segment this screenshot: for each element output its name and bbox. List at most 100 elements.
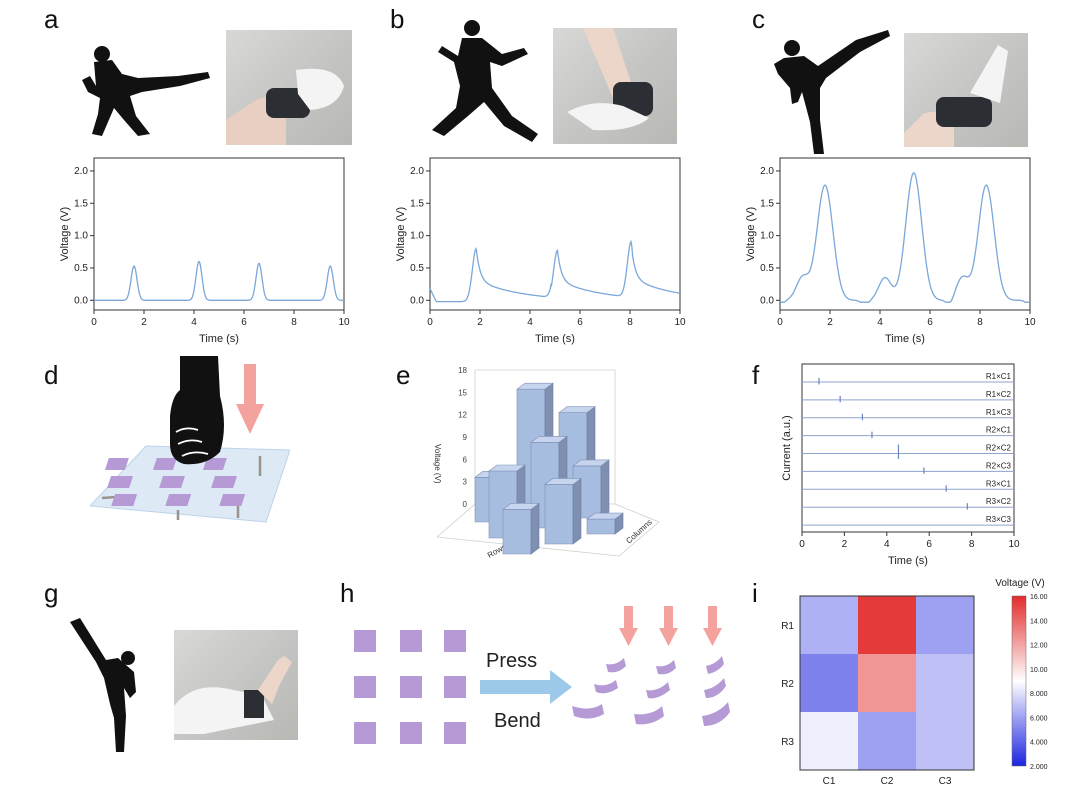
colorbar-tick-label: 2.000 bbox=[1030, 764, 1048, 771]
y-tick-label: 0.5 bbox=[760, 263, 774, 274]
x-tick-label: 8 bbox=[977, 317, 983, 328]
voltage-chart-a: 0 2 4 6 8 10 0.0 0.5 1.0 1.5 2.0 Time (s) Voltage (V… bbox=[59, 157, 350, 345]
plot-frame bbox=[93, 157, 345, 311]
x-tick-label: 4 bbox=[877, 317, 883, 328]
press-arrows bbox=[619, 606, 722, 646]
e-z-tick-label: 3 bbox=[463, 478, 468, 487]
x-tick-label: 4 bbox=[527, 317, 533, 328]
row-label: R1 bbox=[781, 621, 794, 632]
channel-label: R2×C2 bbox=[986, 444, 1012, 453]
panel-label-b: b bbox=[390, 4, 405, 34]
ankle-sensor-photo bbox=[226, 30, 352, 145]
x-tick-label: 6 bbox=[241, 317, 247, 328]
press-bend-illustration bbox=[354, 606, 730, 744]
x-tick-label: 0 bbox=[799, 539, 805, 550]
voltage-heatmap: R1 R2 R3 C1 C2 C3 Voltage (V) 16.00 14.00 12.00 10… bbox=[781, 578, 1048, 787]
heatmap-cell-R1-C1 bbox=[800, 596, 858, 654]
x-tick-label: 10 bbox=[1008, 539, 1020, 550]
bar-top bbox=[530, 436, 568, 443]
colorbar-tick-label: 4.000 bbox=[1030, 740, 1048, 747]
side-kick-silhouette bbox=[82, 46, 210, 136]
channel-label: R3×C1 bbox=[986, 479, 1012, 488]
y-tick-label: 0.0 bbox=[74, 295, 88, 306]
x-tick-label: 2 bbox=[842, 539, 848, 550]
e-z-tick-label: 15 bbox=[458, 388, 467, 397]
e-ylabel: Columns bbox=[624, 518, 653, 546]
column-label: C2 bbox=[881, 776, 894, 787]
y-tick-label: 1.0 bbox=[74, 231, 88, 242]
channel-label: R1×C3 bbox=[986, 408, 1012, 417]
plot-frame bbox=[801, 363, 1015, 533]
channel-label: R1×C2 bbox=[986, 390, 1012, 399]
panel-label-h: h bbox=[340, 578, 355, 608]
heatmap-cell-R3-C3 bbox=[916, 712, 974, 770]
vertical-kick-silhouette bbox=[70, 618, 136, 752]
colorbar-tick-label: 6.000 bbox=[1030, 715, 1048, 722]
bar-front bbox=[586, 518, 616, 535]
voltage-chart-c: 0 2 4 6 8 10 0.0 0.5 1.0 1.5 2.0 Time (s) Voltage (V… bbox=[745, 157, 1036, 345]
channel-label: R3×C3 bbox=[986, 515, 1012, 524]
arm-sleeve-photo bbox=[174, 630, 298, 740]
x-tick-label: 10 bbox=[674, 317, 686, 328]
heatmap-cell-R3-C2 bbox=[858, 712, 916, 770]
plot-frame bbox=[429, 157, 681, 311]
y-tick-label: 1.5 bbox=[410, 198, 424, 209]
bar-top bbox=[488, 464, 526, 472]
y-tick-label: 2.0 bbox=[410, 166, 424, 177]
bar-top bbox=[572, 459, 610, 467]
x-axis-label: Time (s) bbox=[888, 555, 928, 567]
x-tick-label: 6 bbox=[927, 317, 933, 328]
channel-label: R2×C3 bbox=[986, 461, 1012, 470]
x-tick-label: 4 bbox=[191, 317, 197, 328]
x-tick-label: 10 bbox=[338, 317, 350, 328]
heatmap-cell-R1-C2 bbox=[858, 596, 916, 654]
column-label: C1 bbox=[823, 776, 836, 787]
y-axis-label: Voltage (V) bbox=[395, 207, 407, 261]
bar-front bbox=[502, 509, 532, 555]
high-kick-silhouette bbox=[774, 30, 890, 154]
channel-label: R1×C1 bbox=[986, 372, 1012, 381]
x-tick-label: 8 bbox=[291, 317, 297, 328]
press-label: Press bbox=[486, 650, 538, 672]
x-tick-label: 8 bbox=[627, 317, 633, 328]
voltage-series-line bbox=[780, 172, 1030, 303]
stance-silhouette bbox=[432, 20, 538, 142]
press-array-illustration bbox=[90, 356, 290, 523]
e-z-tick-label: 6 bbox=[463, 455, 468, 464]
panel-label-i: i bbox=[752, 578, 758, 608]
colorbar-tick-label: 10.00 bbox=[1030, 667, 1048, 674]
bar-R3-C3 bbox=[586, 512, 624, 535]
sensor-pads bbox=[104, 458, 246, 506]
e-z-tick-label: 9 bbox=[463, 433, 468, 442]
panel-label-c: c bbox=[752, 4, 765, 34]
y-axis-label: Voltage (V) bbox=[745, 207, 757, 261]
heatmap-cell-R3-C1 bbox=[800, 712, 858, 770]
y-tick-label: 1.5 bbox=[760, 198, 774, 209]
x-tick-label: 10 bbox=[1024, 317, 1036, 328]
voltage-chart-b: 0 2 4 6 8 10 0.0 0.5 1.0 1.5 2.0 Time (s) Voltage (V… bbox=[395, 157, 686, 345]
bent-pads bbox=[572, 656, 730, 726]
x-tick-label: 0 bbox=[427, 317, 433, 328]
column-label: C3 bbox=[939, 776, 952, 787]
bar-R3-C1 bbox=[502, 502, 540, 555]
panel-label-a: a bbox=[44, 4, 59, 34]
y-axis-label: Voltage (V) bbox=[59, 207, 71, 261]
x-tick-label: 0 bbox=[777, 317, 783, 328]
x-axis-label: Time (s) bbox=[199, 333, 239, 345]
y-tick-label: 2.0 bbox=[760, 166, 774, 177]
heatmap-cell-R2-C1 bbox=[800, 654, 858, 712]
ankle-sensor-photo-c bbox=[904, 33, 1028, 147]
panel-label-e: e bbox=[396, 360, 411, 390]
colorbar bbox=[1011, 595, 1027, 767]
heatmap-frame bbox=[799, 595, 975, 771]
x-tick-label: 0 bbox=[91, 317, 97, 328]
x-tick-label: 8 bbox=[969, 539, 975, 550]
bar-side bbox=[600, 459, 610, 519]
y-tick-label: 1.0 bbox=[760, 231, 774, 242]
row-label: R3 bbox=[781, 737, 794, 748]
x-tick-label: 2 bbox=[477, 317, 483, 328]
bar-R3-C2 bbox=[544, 477, 582, 545]
panel-label-g: g bbox=[44, 578, 59, 608]
y-tick-label: 1.0 bbox=[410, 231, 424, 242]
y-axis-label: Current (a.u.) bbox=[781, 415, 793, 480]
